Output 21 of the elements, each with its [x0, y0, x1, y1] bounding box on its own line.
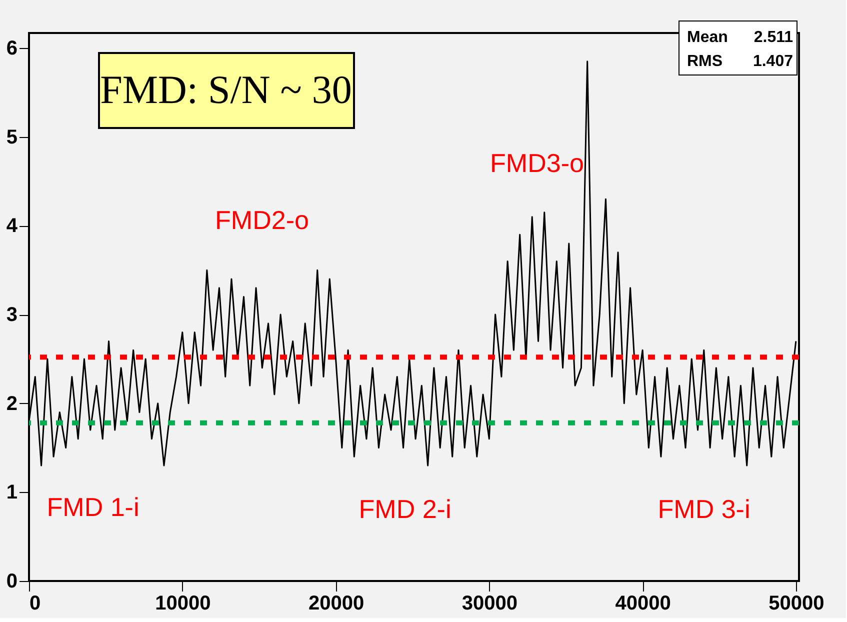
y-tick-label: 4: [6, 215, 18, 238]
y-tick-label: 0: [6, 570, 18, 592]
y-tick-label: 2: [6, 392, 18, 415]
x-tick-label: 40000: [615, 592, 671, 614]
y-tick-label: 1: [6, 482, 18, 504]
y-tick-label: 3: [6, 304, 18, 326]
y-tick-label: 5: [6, 126, 18, 148]
x-tick-label: 20000: [308, 592, 364, 614]
annotation: FMD: S/N ~ 30: [100, 67, 352, 112]
annotation: FMD 1-i: [46, 492, 140, 522]
annotation: FMD 2-i: [358, 494, 452, 524]
text: RMS 1.407: [687, 53, 793, 70]
x-tick-label: 50000: [768, 592, 824, 614]
annotation: FMD2-o: [215, 205, 309, 235]
x-tick-label: 0: [30, 592, 41, 614]
x-tick-label: 10000: [155, 592, 211, 614]
y-tick-label: 6: [6, 38, 18, 60]
annotation: FMD3-o: [490, 148, 584, 178]
x-tick-label: 30000: [462, 592, 518, 614]
annotation: FMD 3-i: [658, 494, 750, 524]
text: Mean 2.511: [687, 29, 793, 46]
